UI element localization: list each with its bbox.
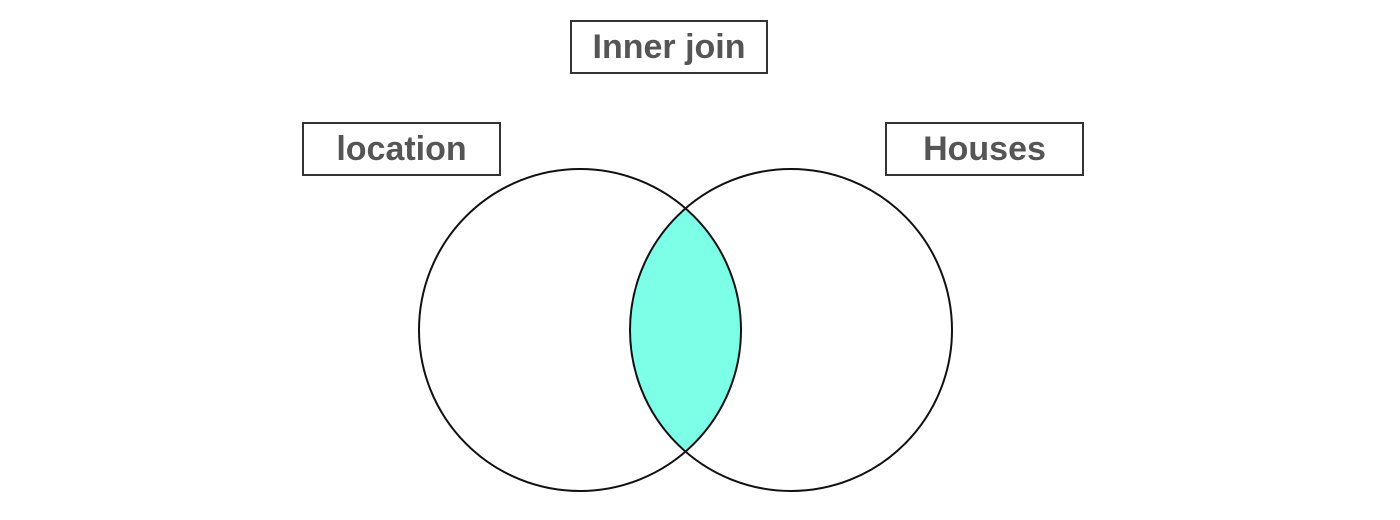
left-set-label: location	[302, 122, 501, 176]
intersection-highlight	[630, 169, 741, 491]
intersection-group	[630, 169, 741, 491]
diagram-title: Inner join	[570, 20, 768, 74]
right-set-circle	[629, 168, 953, 492]
right-set-label: Houses	[885, 122, 1084, 176]
left-set-circle	[418, 168, 742, 492]
